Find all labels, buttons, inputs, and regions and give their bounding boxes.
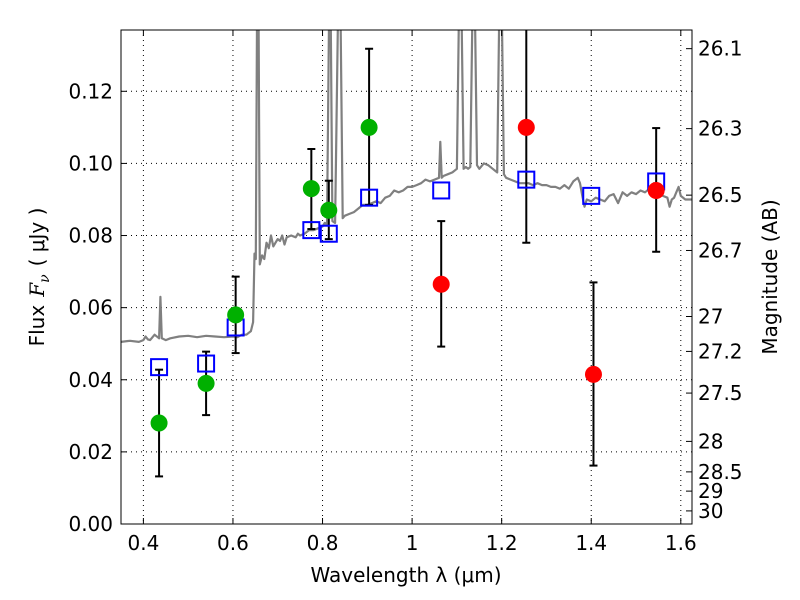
model-square-layer [150, 170, 666, 377]
x-tick-label: 1.2 [486, 531, 518, 555]
model-square-point [582, 186, 601, 205]
model-square-point [319, 224, 338, 243]
y-tick-label: 0.10 [68, 151, 113, 175]
x-tick-label: 1 [406, 531, 419, 555]
mag-tick-label: 27.2 [698, 339, 743, 363]
mag-tick-label: 28 [698, 429, 723, 453]
axis-ticks: 0.4 0.6 0.8 1 1.2 1.4 1.6 0.00 0.02 0.04 0.06 0.08 0… [68, 30, 743, 555]
svg-text:FluxFν( μJy ): Flux Fν ( μJy ) [25, 208, 53, 347]
mag-tick-label: 26.7 [698, 238, 743, 262]
model-square-point [197, 354, 216, 373]
y-tick-label: 0.02 [68, 440, 113, 464]
x-tick-label: 0.8 [307, 531, 339, 555]
observed-point [432, 275, 450, 293]
y-axis-label-symbol: F [25, 282, 49, 298]
x-tick-label: 0.6 [217, 531, 249, 555]
observed-point [197, 374, 215, 392]
y2-axis-label: Magnitude (AB) [758, 199, 782, 354]
spectrum-layer [121, 30, 692, 343]
observed-point [647, 181, 665, 199]
mag-tick-label: 29 [698, 479, 723, 503]
observed-point [227, 306, 245, 324]
grid-lines [121, 30, 692, 525]
mag-tick-label: 26.3 [698, 117, 743, 141]
observed-point [320, 201, 338, 219]
observed-point [302, 180, 320, 198]
y-axis-label-unit: ( μJy ) [25, 208, 49, 267]
mag-tick-label: 28.5 [698, 460, 743, 484]
model-square-point [302, 221, 321, 240]
observed-point-layer [150, 118, 665, 432]
y-tick-label: 0.00 [68, 512, 113, 536]
y-tick-label: 0.06 [68, 296, 113, 320]
model-square-point [150, 358, 169, 377]
observed-point [150, 414, 168, 432]
y-tick-label: 0.08 [68, 224, 113, 248]
observed-point [517, 118, 535, 136]
y-axis-label-prefix: Flux [25, 305, 49, 347]
x-tick-label: 1.4 [575, 531, 607, 555]
mag-tick-label: 26.5 [698, 183, 743, 207]
x-axis-label: Wavelength λ (μm) [310, 563, 501, 587]
y-axis-label-subscript: ν [37, 274, 53, 283]
x-tick-label: 1.6 [665, 531, 697, 555]
observed-point [584, 365, 602, 383]
model-square-point [432, 181, 451, 200]
model-square-point [360, 188, 379, 207]
mag-tick-label: 26.1 [698, 37, 743, 61]
spectrum-line [121, 30, 692, 343]
y-axis-label: Flux Fν ( μJy ) [25, 208, 53, 347]
y-tick-label: 0.04 [68, 368, 113, 392]
mag-tick-label: 27.5 [698, 381, 743, 405]
y-tick-label: 0.12 [68, 79, 113, 103]
mag-tick-label: 27 [698, 305, 723, 329]
model-square-point [517, 170, 536, 189]
observed-point [360, 118, 378, 136]
x-tick-label: 0.4 [127, 531, 159, 555]
plot-frame [120, 29, 693, 525]
errorbar-layer [155, 30, 661, 478]
mag-tick-label: 30 [698, 499, 723, 523]
